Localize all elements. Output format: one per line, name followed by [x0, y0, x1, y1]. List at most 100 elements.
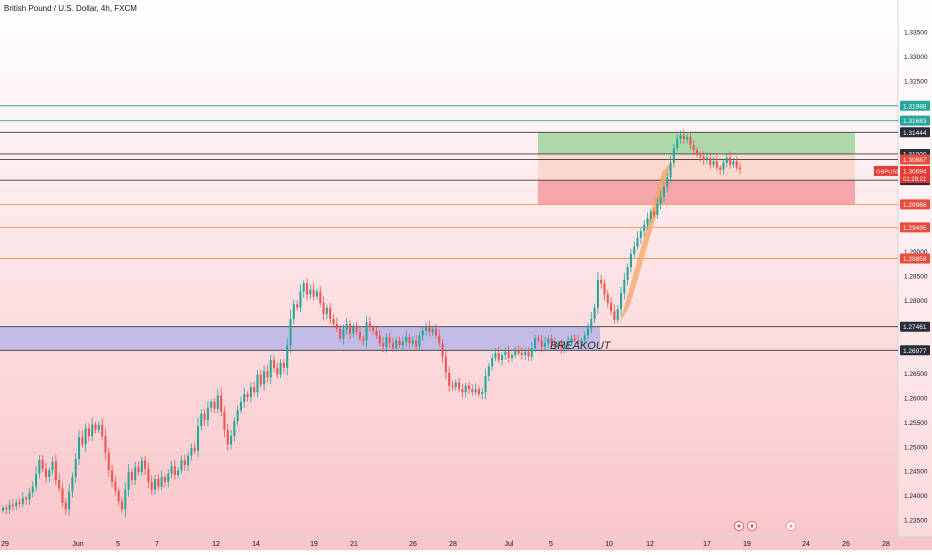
candle[interactable] — [481, 388, 484, 400]
candle[interactable] — [643, 220, 646, 237]
candle[interactable] — [497, 346, 500, 363]
candle[interactable] — [510, 352, 513, 362]
candle[interactable] — [292, 299, 295, 325]
candle[interactable] — [319, 286, 322, 307]
candle[interactable] — [378, 330, 381, 347]
candle[interactable] — [590, 311, 593, 334]
candle[interactable] — [84, 423, 87, 452]
candle[interactable] — [570, 335, 573, 346]
candle[interactable] — [223, 406, 226, 438]
candle[interactable] — [296, 300, 299, 311]
candle[interactable] — [64, 498, 67, 516]
candle[interactable] — [372, 324, 375, 335]
candle[interactable] — [213, 397, 216, 413]
candle[interactable] — [124, 482, 127, 518]
candle[interactable] — [263, 364, 266, 392]
candle[interactable] — [738, 162, 742, 175]
candles-layer[interactable] — [1, 129, 742, 518]
candle[interactable] — [507, 345, 510, 363]
candle[interactable] — [200, 409, 203, 431]
candle[interactable] — [441, 339, 444, 364]
candle[interactable] — [530, 342, 533, 361]
candle[interactable] — [15, 499, 18, 511]
candle[interactable] — [117, 487, 120, 506]
economic-event-icon[interactable] — [734, 521, 744, 531]
candle[interactable] — [613, 304, 616, 324]
candle[interactable] — [101, 418, 104, 440]
time-scale[interactable]: 29 Jun 5 7 12 14 19 21 26 28 Jul 5 10 12 17 19 24 26 28 — [1, 541, 890, 548]
candle[interactable] — [253, 381, 256, 396]
candle[interactable] — [358, 325, 361, 342]
candle[interactable] — [580, 338, 583, 349]
candle[interactable] — [170, 460, 173, 479]
candle[interactable] — [187, 452, 190, 472]
candle[interactable] — [312, 283, 315, 301]
candle[interactable] — [35, 466, 38, 492]
candle[interactable] — [471, 384, 474, 396]
candle[interactable] — [180, 455, 183, 474]
candle[interactable] — [405, 330, 408, 347]
candle[interactable] — [266, 364, 269, 383]
economic-event-icon[interactable] — [786, 521, 796, 531]
candle[interactable] — [276, 361, 279, 379]
candle[interactable] — [306, 278, 309, 301]
candle[interactable] — [127, 464, 130, 497]
candle[interactable] — [415, 334, 418, 351]
candle[interactable] — [596, 272, 599, 314]
candle[interactable] — [279, 359, 282, 379]
candle[interactable] — [11, 499, 14, 511]
candle[interactable] — [659, 190, 662, 210]
candle[interactable] — [249, 382, 252, 403]
candle[interactable] — [514, 346, 517, 359]
candle[interactable] — [339, 324, 342, 342]
candle[interactable] — [653, 207, 656, 219]
candle[interactable] — [629, 248, 632, 273]
candle[interactable] — [421, 326, 424, 342]
candle[interactable] — [603, 279, 606, 301]
candle[interactable] — [104, 428, 107, 461]
candle[interactable] — [173, 459, 176, 480]
candle[interactable] — [699, 151, 702, 162]
candle[interactable] — [137, 461, 140, 476]
candle[interactable] — [111, 464, 114, 488]
candle[interactable] — [401, 337, 404, 351]
candle[interactable] — [464, 382, 467, 398]
candle[interactable] — [81, 430, 84, 448]
candle[interactable] — [610, 297, 613, 316]
candle[interactable] — [715, 155, 718, 171]
candle[interactable] — [501, 351, 504, 366]
candle[interactable] — [448, 366, 451, 392]
candle[interactable] — [729, 151, 732, 169]
candle[interactable] — [454, 379, 457, 391]
candle[interactable] — [438, 329, 441, 347]
candle[interactable] — [18, 498, 21, 507]
candle[interactable] — [398, 336, 401, 348]
candle[interactable] — [712, 157, 715, 168]
candle[interactable] — [689, 131, 692, 150]
candle[interactable] — [44, 462, 47, 484]
candle[interactable] — [246, 391, 249, 402]
candle[interactable] — [524, 348, 527, 360]
candle[interactable] — [325, 304, 328, 320]
candle[interactable] — [8, 499, 11, 515]
candle[interactable] — [71, 472, 74, 498]
candle[interactable] — [527, 347, 530, 361]
candle[interactable] — [656, 197, 659, 219]
candle[interactable] — [269, 354, 272, 384]
candle[interactable] — [639, 227, 642, 244]
candle[interactable] — [735, 156, 738, 171]
candle[interactable] — [543, 337, 547, 352]
candle[interactable] — [342, 324, 345, 345]
candle[interactable] — [491, 353, 494, 371]
candle[interactable] — [68, 484, 71, 517]
candle[interactable] — [725, 152, 728, 168]
candle[interactable] — [322, 296, 325, 321]
candle[interactable] — [705, 152, 708, 164]
candle[interactable] — [517, 345, 520, 356]
candle[interactable] — [233, 417, 236, 442]
events-layer[interactable] — [734, 521, 796, 531]
candle[interactable] — [692, 139, 695, 154]
candle[interactable] — [220, 387, 223, 417]
candle[interactable] — [183, 454, 186, 471]
